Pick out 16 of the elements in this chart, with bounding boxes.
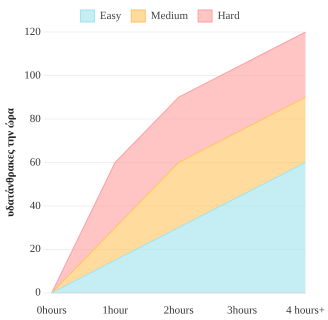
y-tick-label: 60 bbox=[30, 156, 42, 168]
legend-label: Easy bbox=[100, 10, 122, 22]
y-tick-label: 80 bbox=[30, 112, 42, 125]
x-tick-label: 2hours bbox=[164, 304, 194, 316]
x-tick-label: 3hours bbox=[227, 304, 258, 316]
x-tick-label: 4 hours+ bbox=[286, 304, 326, 316]
y-tick-label: 20 bbox=[30, 243, 42, 256]
legend-label: Hard bbox=[218, 10, 240, 22]
x-tick-label: 1hour bbox=[102, 304, 128, 316]
y-axis-title: υδατάνθρακες την ώρα bbox=[4, 107, 16, 217]
x-tick-label: 0hours bbox=[36, 304, 67, 316]
y-tick-label: 100 bbox=[24, 69, 42, 82]
y-tick-label: 120 bbox=[24, 26, 42, 38]
legend-label: Medium bbox=[150, 10, 189, 22]
y-tick-label: 40 bbox=[30, 200, 42, 212]
y-tick-label: 0 bbox=[35, 286, 42, 299]
